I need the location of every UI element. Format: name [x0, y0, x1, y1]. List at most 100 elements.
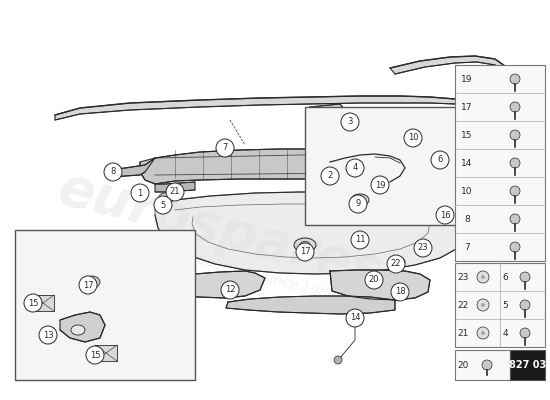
Text: 15: 15	[461, 130, 473, 140]
Circle shape	[477, 299, 489, 311]
Circle shape	[477, 271, 489, 283]
Circle shape	[520, 300, 530, 310]
Text: 3: 3	[347, 118, 353, 126]
Circle shape	[296, 243, 314, 261]
Circle shape	[346, 159, 364, 177]
Circle shape	[79, 276, 97, 294]
Ellipse shape	[294, 238, 316, 252]
Circle shape	[387, 255, 405, 273]
Text: 11: 11	[355, 236, 365, 244]
Bar	[95, 345, 117, 361]
Text: 6: 6	[502, 272, 508, 282]
Ellipse shape	[84, 276, 100, 288]
Circle shape	[477, 327, 489, 339]
Circle shape	[481, 303, 485, 307]
Text: 8: 8	[111, 168, 116, 176]
Ellipse shape	[351, 194, 369, 206]
Circle shape	[158, 193, 172, 207]
Polygon shape	[226, 296, 395, 314]
Circle shape	[431, 151, 449, 169]
Text: passionate about parts since 1985: passionate about parts since 1985	[102, 227, 338, 303]
Circle shape	[510, 214, 520, 224]
Bar	[305, 107, 490, 225]
Circle shape	[131, 184, 149, 202]
Text: 10: 10	[461, 186, 473, 196]
Polygon shape	[162, 271, 265, 298]
Text: 22: 22	[390, 260, 402, 268]
Text: 23: 23	[417, 244, 428, 252]
Text: 23: 23	[457, 272, 469, 282]
Polygon shape	[60, 312, 105, 342]
Text: 14: 14	[350, 314, 360, 322]
Circle shape	[24, 294, 42, 312]
Text: 1: 1	[138, 188, 142, 198]
Circle shape	[166, 183, 184, 201]
Circle shape	[349, 195, 367, 213]
Text: 5: 5	[161, 200, 166, 210]
Circle shape	[221, 281, 239, 299]
Text: 19: 19	[375, 180, 385, 190]
Polygon shape	[55, 96, 470, 120]
Text: 15: 15	[28, 298, 38, 308]
Polygon shape	[445, 147, 495, 172]
Bar	[15, 230, 195, 380]
Circle shape	[321, 167, 339, 185]
Circle shape	[414, 239, 432, 257]
Circle shape	[104, 163, 122, 181]
Polygon shape	[108, 158, 155, 178]
Circle shape	[154, 196, 172, 214]
Text: 7: 7	[222, 144, 228, 152]
Bar	[32, 295, 54, 311]
Circle shape	[346, 309, 364, 327]
Circle shape	[391, 283, 409, 301]
Ellipse shape	[88, 279, 96, 285]
Circle shape	[341, 113, 359, 131]
Text: 17: 17	[461, 102, 473, 112]
Circle shape	[436, 206, 454, 224]
Text: 13: 13	[43, 330, 53, 340]
Text: 20: 20	[368, 276, 379, 284]
Text: 4: 4	[502, 328, 508, 338]
Circle shape	[510, 158, 520, 168]
Ellipse shape	[71, 325, 85, 335]
Circle shape	[510, 242, 520, 252]
Circle shape	[510, 130, 520, 140]
Text: 7: 7	[464, 242, 470, 252]
Circle shape	[86, 346, 104, 364]
Text: 14: 14	[461, 158, 472, 168]
Polygon shape	[390, 56, 510, 106]
Circle shape	[355, 233, 365, 243]
Text: 4: 4	[353, 164, 358, 172]
Circle shape	[39, 326, 57, 344]
Polygon shape	[155, 192, 470, 274]
Polygon shape	[330, 270, 430, 300]
Bar	[455, 263, 545, 347]
Bar	[510, 350, 545, 380]
Polygon shape	[310, 104, 345, 113]
Text: 20: 20	[457, 360, 469, 370]
Text: 19: 19	[461, 74, 473, 84]
Ellipse shape	[391, 257, 405, 267]
Text: 8: 8	[464, 214, 470, 224]
Text: 15: 15	[90, 350, 100, 360]
Bar	[455, 350, 510, 380]
Polygon shape	[140, 149, 445, 184]
Ellipse shape	[368, 273, 382, 283]
Circle shape	[404, 129, 422, 147]
Circle shape	[520, 272, 530, 282]
Circle shape	[216, 139, 234, 157]
Text: 17: 17	[300, 248, 310, 256]
Circle shape	[510, 186, 520, 196]
Ellipse shape	[300, 242, 310, 248]
Bar	[455, 65, 545, 261]
Circle shape	[371, 176, 389, 194]
Circle shape	[481, 275, 485, 279]
Circle shape	[510, 102, 520, 112]
Text: 9: 9	[355, 200, 361, 208]
Circle shape	[334, 356, 342, 364]
Text: eurospares: eurospares	[52, 162, 388, 298]
Text: 6: 6	[437, 156, 443, 164]
Text: 827 03: 827 03	[509, 360, 546, 370]
Text: 5: 5	[502, 300, 508, 310]
Circle shape	[365, 271, 383, 289]
